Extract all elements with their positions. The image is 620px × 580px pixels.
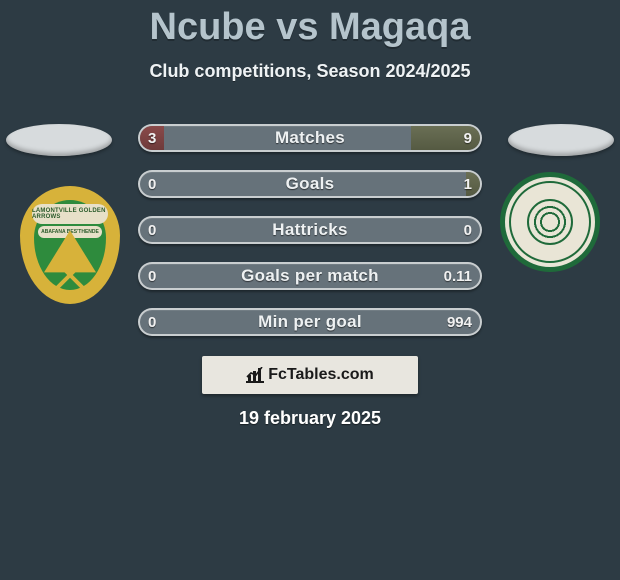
chart-icon [246,367,264,383]
player-head-left [6,124,112,156]
page-subtitle: Club competitions, Season 2024/2025 [0,61,620,82]
stat-value-left: 0 [148,170,156,198]
stat-value-left: 0 [148,262,156,290]
stat-row: Min per goal0 994 [138,308,482,336]
stat-value-right: 0.11 [444,262,472,290]
stat-row: Goals per match0 0.11 [138,262,482,290]
page-title: Ncube vs Magaqa [0,6,620,49]
stat-value-right: 9 [464,124,472,152]
stat-label: Goals per match [138,262,482,290]
stat-bars: Matches39Goals01Hattricks00Goals per mat… [138,124,482,354]
stat-value-left: 0 [148,216,156,244]
stat-row: Matches3 9 [138,124,482,152]
club-crest-right [500,172,600,272]
comparison-card: Ncube vs Magaqa Club competitions, Seaso… [0,0,620,580]
stat-row: Goals0 1 [138,170,482,198]
brand-box[interactable]: FcTables.com [202,356,418,394]
stat-value-left: 3 [148,124,156,152]
stat-value-left: 0 [148,308,156,336]
date-line: 19 february 2025 [0,408,620,429]
crest-left-ribbon-mid: ABAFANA BES'THENDE [38,226,102,238]
stat-label: Min per goal [138,308,482,336]
brand-text: FcTables.com [268,366,374,384]
stat-label: Goals [138,170,482,198]
club-crest-left: LAMONTVILLE GOLDEN ARROWS ABAFANA BES'TH… [20,186,120,304]
crest-left-ribbon-top: LAMONTVILLE GOLDEN ARROWS [32,204,108,224]
stat-label: Hattricks [138,216,482,244]
player-head-right [508,124,614,156]
stat-value-right: 0 [464,216,472,244]
stat-value-right: 1 [464,170,472,198]
stat-row: Hattricks0 0 [138,216,482,244]
stat-label: Matches [138,124,482,152]
stat-value-right: 994 [447,308,472,336]
